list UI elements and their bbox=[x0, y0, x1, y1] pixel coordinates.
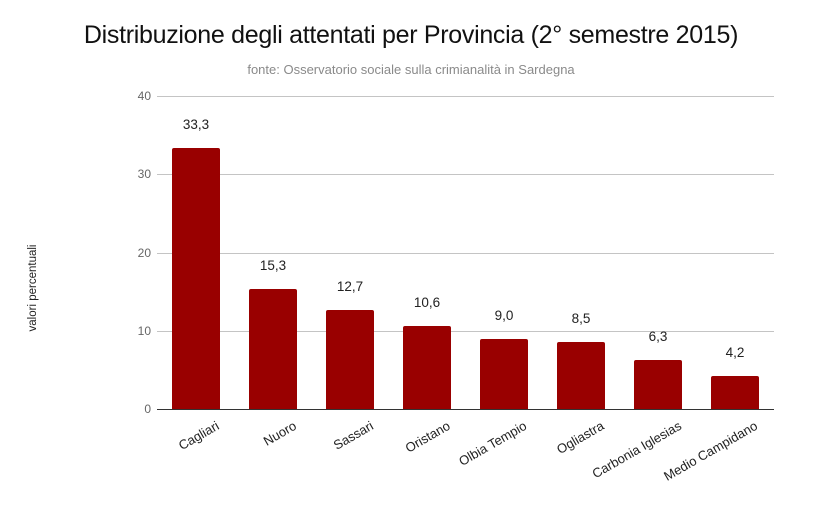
data-label: 12,7 bbox=[336, 279, 364, 294]
data-label: 6,3 bbox=[648, 329, 668, 344]
bar-nuoro[interactable] bbox=[249, 289, 297, 409]
gridline bbox=[157, 96, 774, 97]
bar-ogliastra[interactable] bbox=[557, 342, 605, 409]
bar-olbia-tempio[interactable] bbox=[480, 339, 528, 409]
bar-carbonia-iglesias[interactable] bbox=[634, 360, 682, 409]
gridline bbox=[157, 253, 774, 254]
data-label: 15,3 bbox=[259, 258, 287, 273]
data-label: 4,2 bbox=[725, 345, 745, 360]
x-tick-label: Ogliastra bbox=[553, 418, 607, 458]
bar-cagliari[interactable] bbox=[172, 148, 220, 409]
x-tick-label: Oristano bbox=[402, 418, 453, 456]
chart-subtitle: fonte: Osservatorio sociale sulla crimia… bbox=[247, 62, 575, 77]
data-label: 8,5 bbox=[571, 311, 591, 326]
data-label: 9,0 bbox=[494, 308, 514, 323]
bar-medio-campidano[interactable] bbox=[711, 376, 759, 409]
gridline bbox=[157, 174, 774, 175]
data-label: 33,3 bbox=[182, 117, 210, 132]
gridline bbox=[157, 331, 774, 332]
bar-sassari[interactable] bbox=[326, 310, 374, 409]
y-tick-label: 10 bbox=[137, 324, 151, 338]
x-tick-label: Sassari bbox=[330, 418, 376, 453]
x-tick-label: Nuoro bbox=[260, 418, 299, 449]
data-label: 10,6 bbox=[413, 295, 441, 310]
chart-title: Distribuzione degli attentati per Provin… bbox=[83, 21, 739, 49]
y-tick-label: 0 bbox=[144, 402, 151, 416]
y-tick-label: 30 bbox=[137, 167, 151, 181]
y-tick-label: 40 bbox=[137, 89, 151, 103]
x-tick-label: Olbia Tempio bbox=[456, 418, 530, 469]
x-tick-label: Cagliari bbox=[175, 418, 222, 454]
x-axis-line bbox=[157, 409, 774, 410]
y-tick-label: 20 bbox=[137, 246, 151, 260]
bar-oristano[interactable] bbox=[403, 326, 451, 409]
